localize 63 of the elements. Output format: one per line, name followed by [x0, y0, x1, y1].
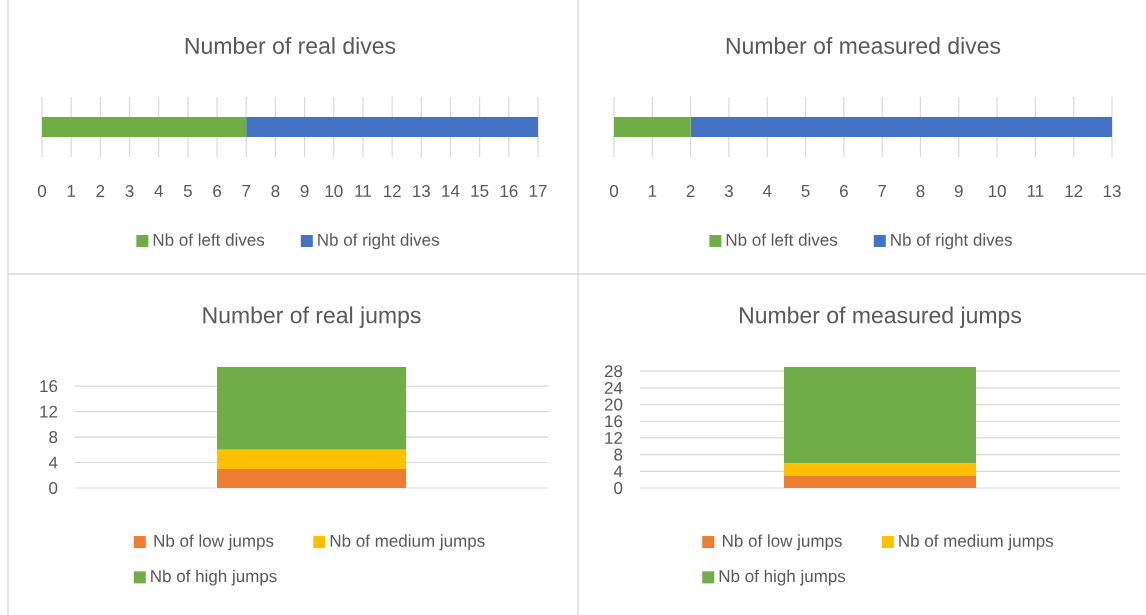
chart-title: Number of real dives [185, 37, 396, 54]
x-tick-label: 13 [1103, 185, 1121, 198]
legend-label: Nb of medium jumps [330, 534, 485, 551]
x-tick-label: 13 [413, 185, 431, 198]
bar [216, 449, 407, 469]
x-tick-label: 12 [1065, 185, 1083, 197]
x-tick-label: 16 [500, 185, 518, 198]
x-tick-label: 4 [762, 185, 772, 197]
bar [216, 366, 407, 450]
bar [784, 366, 976, 463]
y-tick-label: 12 [40, 405, 58, 418]
x-tick-label: 7 [878, 185, 887, 197]
x-tick-label: 9 [954, 185, 963, 198]
chart-title: Number of measured dives [726, 37, 1001, 54]
x-tick-label: 7 [242, 185, 251, 197]
legend-label: Nb of low jumps [154, 534, 274, 551]
x-tick-label: 5 [801, 185, 810, 197]
x-tick-label: 5 [183, 185, 192, 197]
x-tick-label: 15 [471, 185, 489, 197]
y-tick-label: 16 [40, 380, 58, 393]
legend-label: Nb of left dives [726, 233, 838, 246]
x-tick-label: 3 [125, 185, 134, 198]
x-tick-label: 8 [916, 185, 925, 198]
x-tick-label: 17 [529, 185, 547, 197]
x-tick-label: 9 [300, 185, 309, 198]
x-tick-label: 2 [686, 185, 695, 197]
x-tick-label: 14 [442, 185, 460, 197]
x-tick-label: 4 [154, 185, 163, 197]
y-tick-label: 28 [604, 365, 623, 378]
x-tick-label: 2 [96, 185, 105, 197]
bar [784, 462, 976, 476]
x-tick-label: 6 [840, 185, 848, 198]
legend-label: Nb of high jumps [151, 569, 277, 586]
x-tick-label: 11 [355, 185, 371, 197]
legend-label: Nb of high jumps [719, 569, 846, 586]
x-tick-label: 11 [1027, 185, 1044, 197]
y-tick-label: 4 [613, 465, 623, 478]
x-tick-label: 3 [724, 185, 733, 198]
legend-label: Nb of right dives [891, 233, 1012, 250]
chart-title: Number of measured jumps [739, 306, 1021, 328]
x-tick-label: 8 [271, 185, 280, 198]
x-tick-label: 6 [213, 185, 222, 198]
x-tick-label: 1 [648, 185, 657, 197]
x-tick-label: 10 [988, 185, 1006, 198]
y-tick-label: 20 [604, 398, 623, 411]
x-tick-label: 10 [325, 185, 343, 198]
bar [216, 468, 407, 488]
legend-label: Nb of medium jumps [899, 534, 1054, 551]
legend-label: Nb of right dives [318, 233, 439, 250]
legend-label: Nb of low jumps [722, 534, 842, 551]
legend-label: Nb of left dives [153, 233, 265, 246]
y-tick-label: 8 [49, 431, 58, 444]
y-tick-label: 16 [605, 415, 623, 428]
chart-title: Number of real jumps [203, 306, 421, 328]
x-tick-label: 1 [67, 185, 76, 197]
y-tick-label: 0 [49, 481, 58, 494]
bar [784, 475, 976, 488]
y-tick-label: 4 [48, 456, 58, 469]
x-tick-label: 12 [383, 185, 401, 197]
y-tick-label: 8 [614, 448, 623, 461]
y-tick-label: 24 [604, 381, 623, 394]
y-tick-label: 0 [614, 481, 623, 494]
y-tick-label: 12 [605, 432, 623, 444]
